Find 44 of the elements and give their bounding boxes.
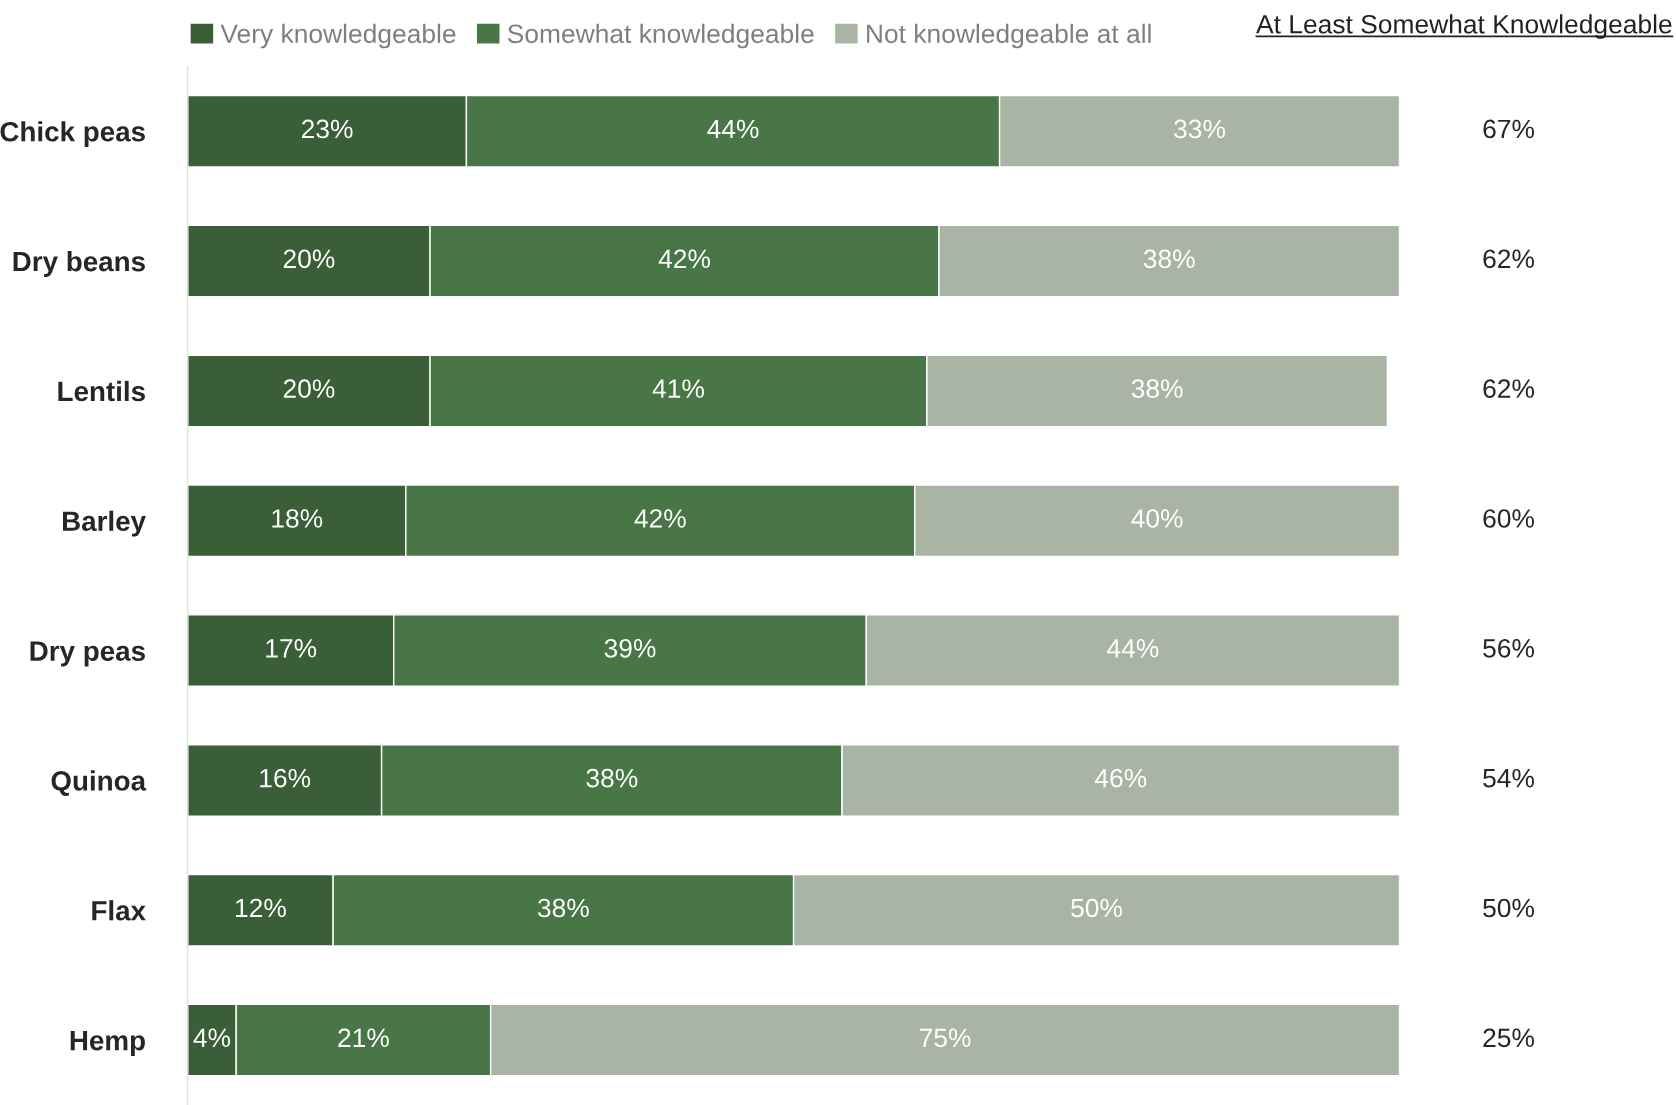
y-tick-label: Dry beans <box>13 250 145 277</box>
legend-label: Not knowledgeable at all <box>867 23 1151 49</box>
data-label: 41% <box>652 379 704 398</box>
y-tick-label: Lentils <box>58 380 145 402</box>
data-label: 44% <box>707 119 759 139</box>
text: 62% <box>1483 379 1534 398</box>
text: 67% <box>1483 119 1534 139</box>
data-label: 38% <box>1131 379 1183 398</box>
data-label: 18% <box>272 509 323 528</box>
data-label: 50% <box>1071 898 1122 918</box>
data-label: 44% <box>1107 639 1159 658</box>
data-label: 39% <box>604 638 656 658</box>
text: 60% <box>1483 509 1534 528</box>
data-label: 75% <box>920 1028 971 1048</box>
y-tick-label: Chick peas <box>0 121 145 148</box>
y-tick-label: Dry peas <box>30 641 145 667</box>
y-tick-label: Flax <box>92 900 146 921</box>
legend-label: Very knowledgeable <box>220 23 456 49</box>
data-label: 33% <box>1174 119 1225 139</box>
data-label: 46% <box>1094 768 1147 788</box>
data-label: 42% <box>658 249 710 269</box>
text: At Least Somewhat Knowledgeable <box>1256 14 1672 39</box>
y-tick-label: Barley <box>62 510 146 537</box>
y-tick-label: Hemp <box>70 1031 145 1056</box>
data-label: 38% <box>537 898 589 918</box>
text: 50% <box>1483 898 1534 918</box>
data-label: 23% <box>301 119 353 139</box>
data-label: 20% <box>283 379 335 398</box>
data-label: 16% <box>260 768 311 788</box>
data-label: 21% <box>338 1028 389 1048</box>
data-label: 38% <box>1143 249 1195 269</box>
data-label: 40% <box>1131 509 1183 528</box>
legend-label: Somewhat knowledgeable <box>507 23 814 49</box>
data-label: 38% <box>586 768 638 788</box>
text: 54% <box>1483 768 1534 788</box>
text: 62% <box>1483 249 1534 269</box>
data-label: 42% <box>634 509 686 528</box>
data-label: 12% <box>236 898 286 918</box>
data-label: 17% <box>266 639 317 658</box>
text: 25% <box>1483 1028 1534 1048</box>
y-tick-label: Quinoa <box>51 770 147 796</box>
data-label: 4% <box>193 1028 231 1048</box>
data-label: 20% <box>283 249 335 269</box>
text: 56% <box>1483 638 1534 658</box>
